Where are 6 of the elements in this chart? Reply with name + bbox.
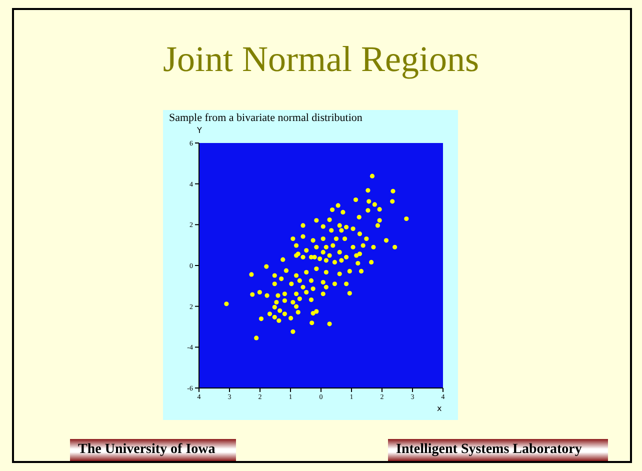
text: Intelligent Systems Laboratory: [388, 439, 608, 461]
chart-title: Joint Normal Regions: [162, 38, 480, 80]
y-axis-title: Y: [197, 126, 202, 135]
chart-subtitle: Sample from a bivariate normal distribution: [169, 112, 362, 124]
x-axis-title: x: [437, 404, 442, 413]
text: The University of Iowa: [70, 439, 236, 461]
